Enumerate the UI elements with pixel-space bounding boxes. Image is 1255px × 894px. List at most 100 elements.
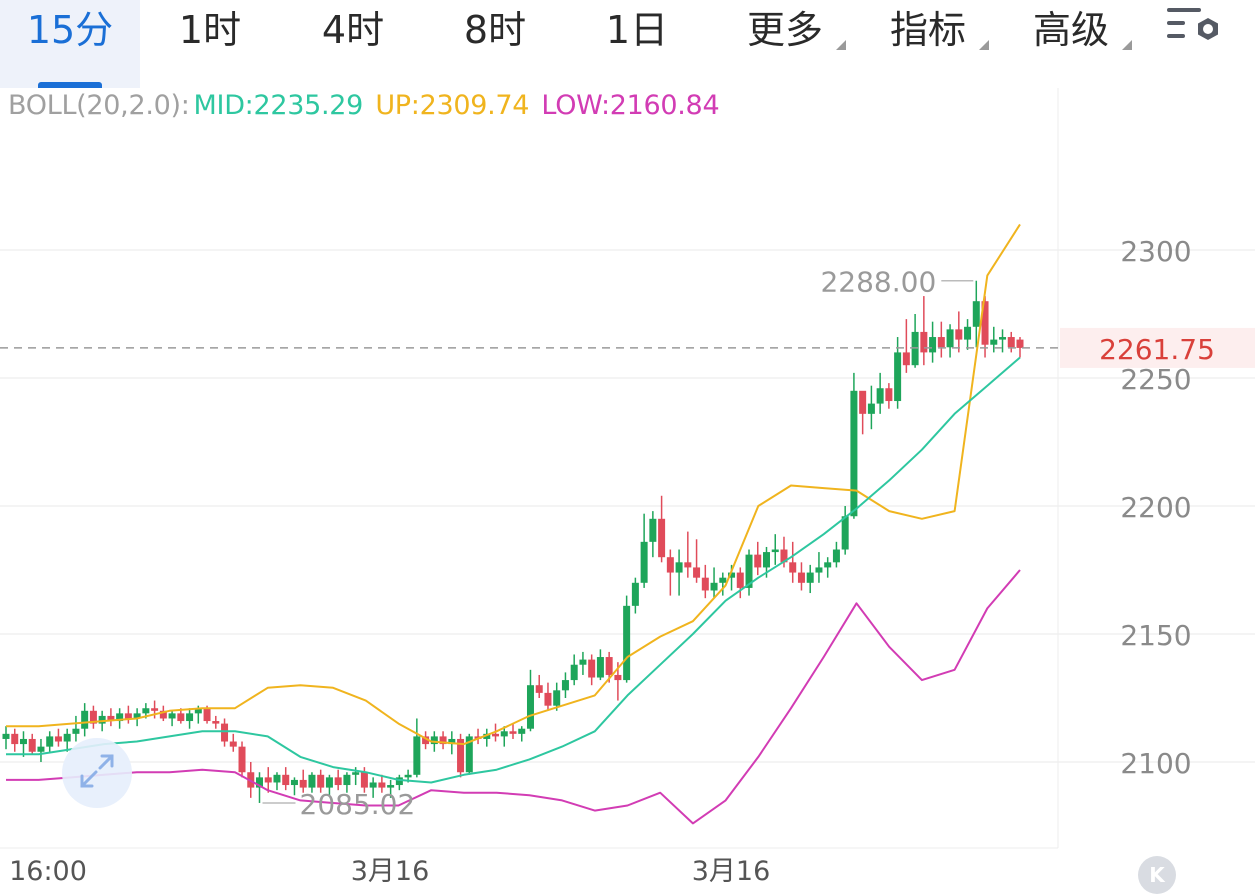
- candle-body: [867, 403, 875, 414]
- candle-body: [850, 390, 858, 517]
- candle-body: [19, 738, 27, 745]
- candle-body: [299, 779, 307, 788]
- candle-body: [142, 708, 150, 714]
- candle-body: [168, 713, 176, 719]
- candle-body: [920, 331, 928, 353]
- boll-up-value: UP:2309.74: [375, 90, 530, 121]
- candle-body: [186, 713, 194, 722]
- candle-body: [107, 715, 115, 722]
- candle-body: [693, 567, 701, 578]
- candle-body: [535, 685, 543, 693]
- tab-more-label: 更多: [746, 8, 823, 52]
- candle-body: [352, 772, 360, 775]
- candle-body: [754, 554, 762, 568]
- tab-8h-label: 8时: [463, 8, 527, 52]
- candle-body: [780, 549, 788, 563]
- tab-1h[interactable]: 1时: [140, 0, 280, 88]
- boll-upper-line: [6, 223, 1021, 746]
- price-tick-label: 2200: [1120, 491, 1191, 524]
- candle-body: [404, 774, 412, 778]
- candle-body: [623, 605, 631, 681]
- candle-body: [666, 557, 674, 573]
- chart-settings-icon[interactable]: [1165, 6, 1227, 52]
- tab-1d[interactable]: 1日: [567, 0, 707, 88]
- candle-body: [46, 736, 54, 747]
- price-tick-label: 2300: [1120, 235, 1191, 268]
- tab-8h[interactable]: 8时: [425, 0, 565, 88]
- tab-4h-label: 4时: [321, 8, 385, 52]
- candle-body: [675, 562, 683, 573]
- candle-body: [841, 516, 849, 550]
- candle-body: [763, 552, 770, 568]
- candle-body: [570, 664, 578, 681]
- tab-1h-label: 1时: [178, 8, 242, 52]
- zoom-toggle-button[interactable]: [62, 738, 132, 808]
- candle-body: [413, 736, 421, 775]
- candle-body: [229, 741, 237, 747]
- candle-body: [955, 329, 963, 340]
- candle-body: [465, 736, 473, 773]
- candle-body: [203, 708, 211, 722]
- current-price-badge: [1060, 327, 1255, 368]
- candle-body: [500, 731, 508, 737]
- tab-indicators-label: 指标: [889, 8, 966, 52]
- k-line-icon[interactable]: K: [1138, 856, 1176, 894]
- candle-body: [273, 774, 281, 783]
- candle-body: [378, 782, 386, 788]
- tab-advanced[interactable]: 高级: [1006, 0, 1136, 88]
- candle-body: [422, 736, 430, 745]
- candle-body: [876, 388, 884, 404]
- tab-15m[interactable]: 15分: [0, 0, 140, 88]
- candle-body: [561, 680, 569, 691]
- boll-lower-line: [6, 569, 1021, 825]
- timeframe-tabbar: [0, 0, 1255, 88]
- candle-body: [63, 733, 71, 742]
- candle-body: [946, 329, 954, 348]
- candle-body: [1016, 339, 1024, 348]
- candle-body: [929, 337, 937, 353]
- candle-body: [2, 733, 10, 739]
- candle-body: [212, 721, 220, 724]
- candle-body: [806, 572, 814, 583]
- boll-mid-line: [6, 356, 1021, 784]
- tab-indicators[interactable]: 指标: [863, 0, 993, 88]
- candle-body: [797, 572, 805, 583]
- dropdown-caret-icon: [836, 40, 846, 50]
- tab-1d-label: 1日: [605, 8, 669, 52]
- boll-mid-value: MID:2235.29: [193, 90, 364, 121]
- candle-body: [264, 777, 272, 783]
- candle-body: [509, 731, 517, 734]
- dropdown-caret-icon: [979, 40, 989, 50]
- candle-body: [684, 562, 692, 568]
- candle-body: [640, 541, 648, 583]
- candle-body: [334, 777, 342, 786]
- candle-body: [596, 657, 604, 678]
- candle-body: [116, 713, 124, 722]
- tab-more[interactable]: 更多: [720, 0, 850, 88]
- candle-body: [325, 777, 333, 788]
- candle-body: [745, 554, 753, 588]
- price-tick-label: 2250: [1120, 363, 1191, 396]
- candle-body: [72, 728, 80, 734]
- candle-body: [710, 582, 718, 591]
- time-tick-label: 3月16: [351, 856, 430, 883]
- candle-body: [859, 390, 867, 414]
- candle-body: [439, 736, 447, 745]
- low-annotation-label: 2085.02: [300, 788, 416, 821]
- candle-body: [719, 577, 727, 583]
- candle-body: [133, 713, 141, 719]
- candle-body: [308, 774, 316, 788]
- price-tick-label: 2100: [1120, 747, 1191, 780]
- candle-body: [728, 572, 736, 578]
- candle-body: [789, 562, 797, 573]
- candle-body: [256, 777, 263, 788]
- candle-body: [290, 779, 298, 786]
- candle-body: [544, 692, 552, 706]
- candle-body: [649, 518, 657, 542]
- candle-body: [317, 774, 325, 788]
- tab-4h[interactable]: 4时: [283, 0, 423, 88]
- boll-indicator-legend: BOLL(20,2.0): MID:2235.29 UP:2309.74 LOW:…: [8, 90, 723, 121]
- time-tick-label: 3月16: [692, 856, 771, 883]
- candle-body: [28, 738, 36, 752]
